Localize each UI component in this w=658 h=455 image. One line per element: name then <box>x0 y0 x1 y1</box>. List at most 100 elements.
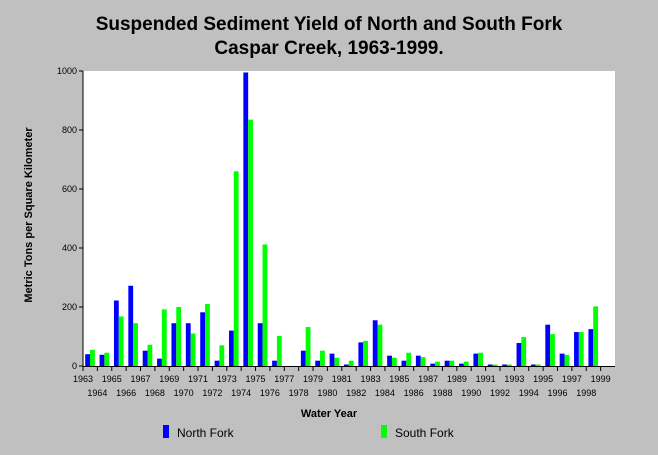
bar-south-fork-1990 <box>478 352 484 366</box>
x-tick-label-1988: 1988 <box>432 388 452 398</box>
bar-north-fork-1981 <box>344 364 349 366</box>
x-tick-label-1966: 1966 <box>116 388 136 398</box>
bar-north-fork-1986 <box>415 355 421 366</box>
x-tick-label-1977: 1977 <box>274 374 294 384</box>
bar-north-fork-1987 <box>430 363 436 366</box>
x-tick-label-1972: 1972 <box>202 388 222 398</box>
x-tick-label-1987: 1987 <box>418 374 438 384</box>
bar-north-fork-1993 <box>516 342 522 366</box>
bar-north-fork-1998 <box>588 329 594 367</box>
bar-north-fork-1964 <box>99 354 105 366</box>
legend-swatch-north-fork <box>163 425 169 438</box>
bar-south-fork-1997 <box>578 332 584 366</box>
x-tick-label-1995: 1995 <box>533 374 553 384</box>
legend-label-north-fork: North Fork <box>177 426 234 440</box>
bar-south-fork-1987 <box>435 361 440 366</box>
bar-north-fork-1991 <box>487 364 493 366</box>
bar-south-fork-1972 <box>219 345 225 366</box>
bar-north-fork-1979 <box>315 360 321 366</box>
x-tick-label-1984: 1984 <box>375 388 395 398</box>
bar-south-fork-1989 <box>463 361 469 366</box>
bar-south-fork-1964 <box>104 352 110 366</box>
bar-south-fork-1980 <box>334 357 340 366</box>
bar-south-fork-1996 <box>564 354 570 366</box>
legend-swatch-south-fork <box>381 425 387 438</box>
bar-north-fork-1966 <box>128 285 134 366</box>
bar-south-fork-1993 <box>521 337 527 366</box>
bar-south-fork-1965 <box>118 316 124 366</box>
bar-south-fork-1976 <box>276 335 282 366</box>
x-tick-label-1978: 1978 <box>289 388 309 398</box>
x-tick-label-1964: 1964 <box>87 388 107 398</box>
x-tick-label-1989: 1989 <box>447 374 467 384</box>
bar-south-fork-1994 <box>535 364 541 366</box>
x-tick-label-1999: 1999 <box>591 374 611 384</box>
x-axis-title: Water Year <box>300 408 358 420</box>
x-tick-label-1971: 1971 <box>188 374 208 384</box>
bar-south-fork-1984 <box>391 357 397 366</box>
y-tick-label-400: 400 <box>62 243 77 253</box>
y-tick-label-600: 600 <box>62 184 77 194</box>
y-tick-label-200: 200 <box>62 302 77 312</box>
x-tick-label-1969: 1969 <box>159 374 179 384</box>
bar-south-fork-1968 <box>161 309 167 366</box>
bar-north-fork-1980 <box>329 353 335 366</box>
bar-north-fork-1989 <box>459 363 464 366</box>
bar-north-fork-1965 <box>113 300 119 366</box>
x-tick-label-1996: 1996 <box>547 388 567 398</box>
bar-north-fork-1970 <box>185 323 191 366</box>
bar-south-fork-1978 <box>305 327 311 366</box>
bar-north-fork-1974 <box>243 72 249 366</box>
y-tick-label-0: 0 <box>72 361 77 371</box>
x-tick-label-1992: 1992 <box>490 388 510 398</box>
bar-south-fork-1974 <box>248 119 253 367</box>
bar-north-fork-1967 <box>142 350 148 366</box>
bar-north-fork-1975 <box>257 323 263 366</box>
bar-north-fork-1984 <box>387 355 392 366</box>
x-tick-label-1982: 1982 <box>346 388 366 398</box>
chart-title-line-2: Caspar Creek, 1963-1999. <box>214 38 444 59</box>
bar-north-fork-1996 <box>559 353 565 366</box>
x-tick-label-1994: 1994 <box>519 388 539 398</box>
chart-title-line-1: Suspended Sediment Yield of North and So… <box>95 14 563 35</box>
bar-south-fork-1963 <box>90 349 95 366</box>
bar-south-fork-1988 <box>449 360 455 366</box>
x-tick-label-1965: 1965 <box>102 374 122 384</box>
x-tick-label-1986: 1986 <box>404 388 424 398</box>
bar-south-fork-1982 <box>363 340 368 366</box>
bar-north-fork-1988 <box>444 360 450 366</box>
x-tick-label-1990: 1990 <box>461 388 481 398</box>
x-tick-label-1985: 1985 <box>389 374 409 384</box>
plot-area <box>83 71 615 366</box>
x-tick-label-1980: 1980 <box>317 388 337 398</box>
x-tick-label-1997: 1997 <box>562 374 582 384</box>
x-tick-label-1976: 1976 <box>260 388 280 398</box>
x-tick-label-1973: 1973 <box>217 374 237 384</box>
x-tick-label-1991: 1991 <box>476 374 496 384</box>
bar-south-fork-1995 <box>550 334 555 366</box>
bar-north-fork-1982 <box>358 342 364 366</box>
bar-south-fork-1981 <box>348 360 354 366</box>
bar-south-fork-1975 <box>262 244 268 366</box>
x-tick-label-1979: 1979 <box>303 374 323 384</box>
x-tick-label-1993: 1993 <box>504 374 524 384</box>
bar-north-fork-1978 <box>300 350 306 366</box>
x-tick-label-1970: 1970 <box>174 388 194 398</box>
bar-south-fork-1973 <box>233 171 239 366</box>
x-tick-label-1963: 1963 <box>73 374 93 384</box>
bar-south-fork-1986 <box>420 357 426 366</box>
bar-north-fork-1983 <box>372 320 378 366</box>
x-tick-label-1975: 1975 <box>246 374 266 384</box>
bar-north-fork-1969 <box>171 323 177 366</box>
bar-south-fork-1971 <box>205 304 210 366</box>
y-tick-label-1000: 1000 <box>57 66 77 76</box>
bar-south-fork-1985 <box>406 352 412 366</box>
bar-north-fork-1990 <box>473 353 479 366</box>
bar-north-fork-1985 <box>401 360 407 366</box>
x-tick-label-1974: 1974 <box>231 388 251 398</box>
bar-north-fork-1971 <box>200 312 206 366</box>
bar-north-fork-1972 <box>214 360 220 366</box>
bar-north-fork-1994 <box>530 364 536 366</box>
bar-north-fork-1973 <box>228 330 234 366</box>
bar-south-fork-1979 <box>320 350 325 366</box>
